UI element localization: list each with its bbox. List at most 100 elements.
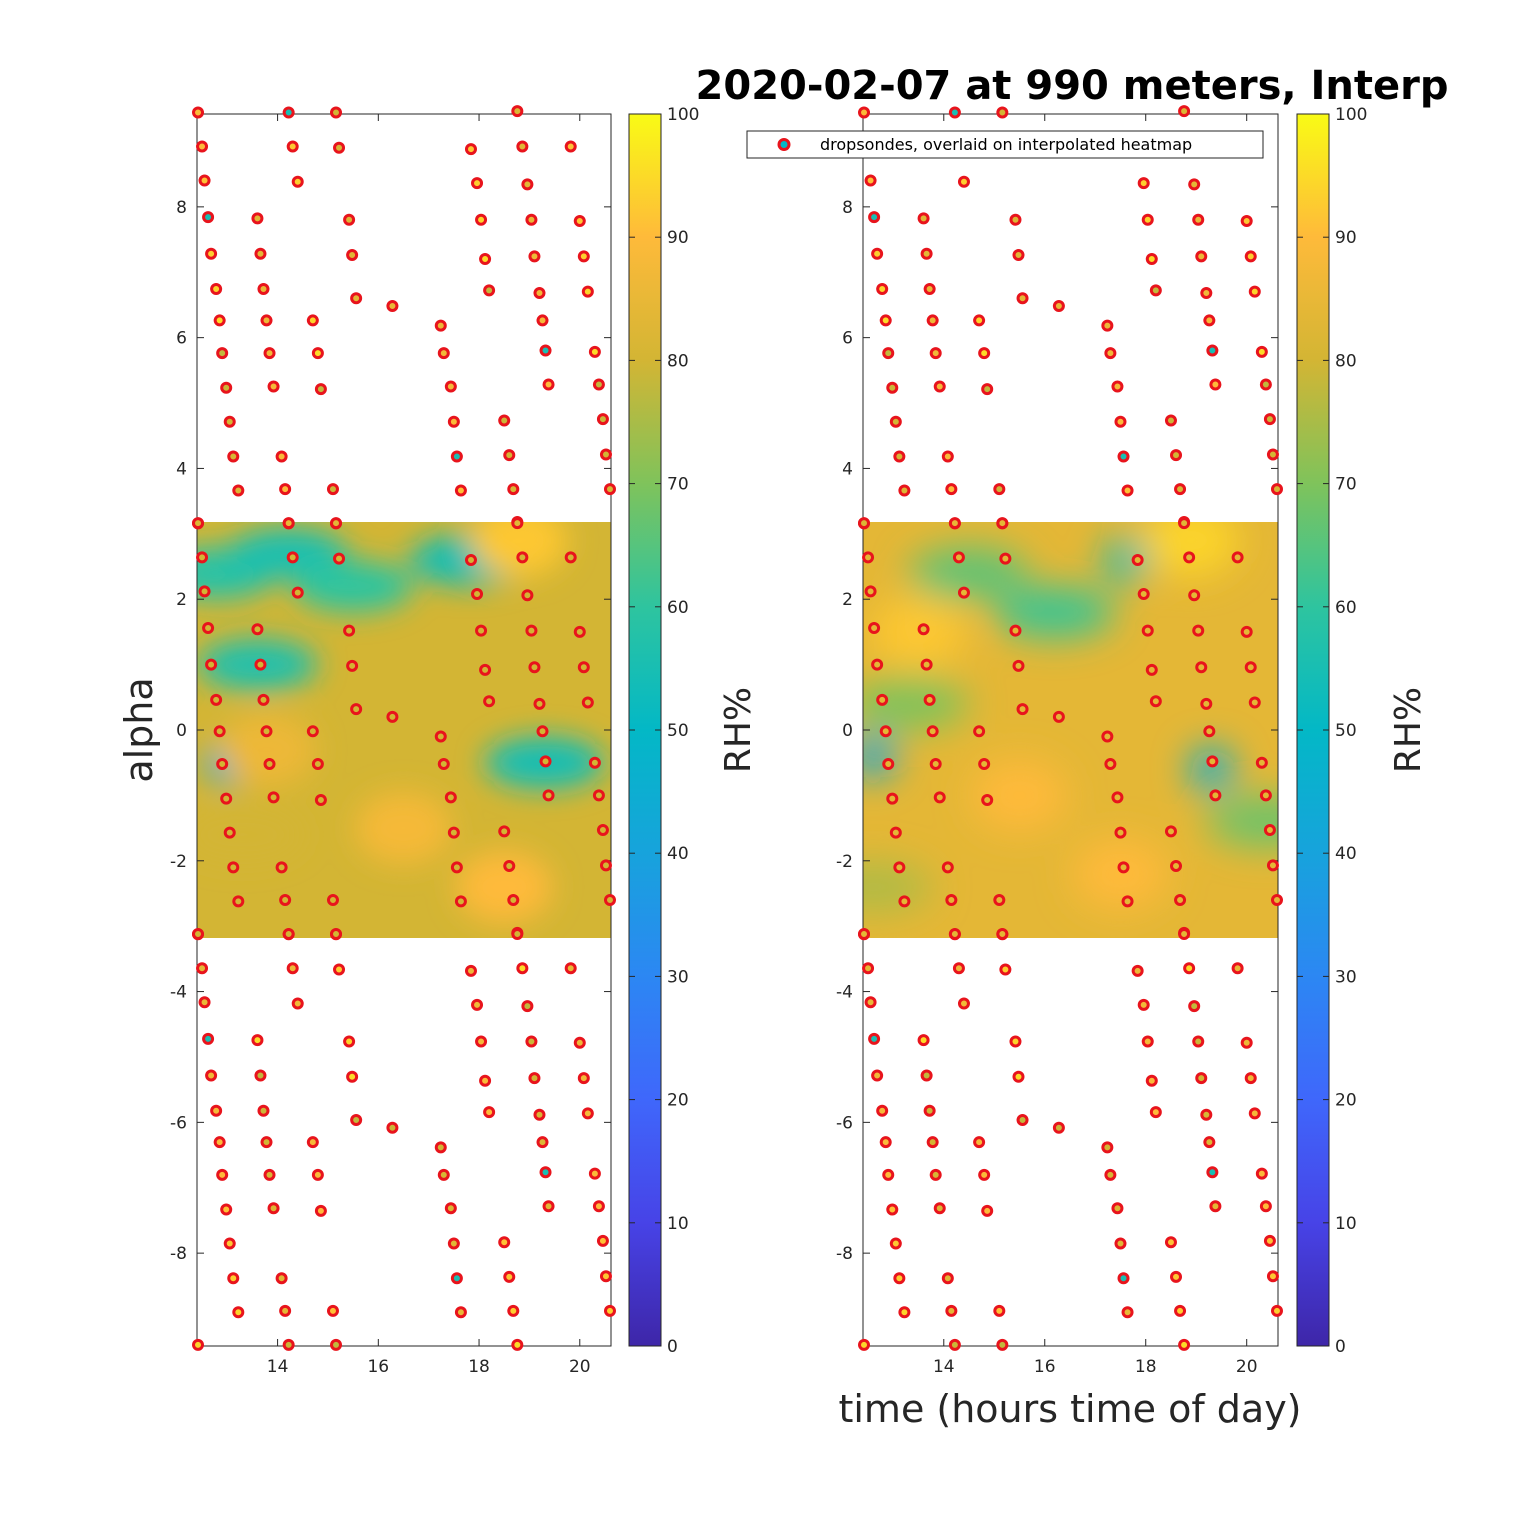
dropsonde-marker <box>521 1000 534 1013</box>
colorbar-tick-label: 50 <box>1335 721 1357 741</box>
colorbar-tick-label: 20 <box>667 1091 689 1111</box>
colorbar-tick-label: 80 <box>1335 351 1357 371</box>
dropsonde-marker <box>1111 380 1124 393</box>
dropsonde-marker <box>232 484 245 497</box>
dropsonde-marker <box>539 344 552 357</box>
dropsonde-marker <box>1121 1306 1134 1319</box>
dropsonde-marker <box>1206 1166 1219 1179</box>
dropsonde-marker <box>1111 791 1124 804</box>
dropsonde-marker <box>1259 1200 1272 1213</box>
dropsonde-marker <box>275 1272 288 1285</box>
dropsonde-marker <box>1164 825 1177 838</box>
dropsonde-marker <box>973 725 986 738</box>
dropsonde-marker <box>343 1035 356 1048</box>
dropsonde-marker <box>581 1107 594 1120</box>
dropsonde-marker <box>279 894 292 907</box>
dropsonde-marker <box>1178 105 1191 118</box>
dropsonde-marker <box>386 300 399 313</box>
dropsonde-marker <box>282 517 295 530</box>
dropsonde-marker <box>286 551 299 564</box>
dropsonde-marker <box>920 658 933 671</box>
dropsonde-marker <box>434 1141 447 1154</box>
dropsonde-marker <box>333 552 346 565</box>
heatmap-feature <box>219 713 316 786</box>
dropsonde-marker <box>868 621 881 634</box>
dropsonde-marker <box>864 585 877 598</box>
dropsonde-marker <box>330 106 343 119</box>
dropsonde-marker <box>447 1237 460 1250</box>
dropsonde-marker <box>945 1304 958 1317</box>
dropsonde-marker <box>326 894 339 907</box>
dropsonde-marker <box>923 693 936 706</box>
dropsonde-marker <box>198 996 211 1009</box>
dropsonde-marker <box>1012 249 1025 262</box>
legend-box <box>746 130 1264 159</box>
dropsonde-marker <box>210 693 223 706</box>
dropsonde-marker <box>536 314 549 327</box>
left-heatmap <box>197 522 611 938</box>
dropsonde-marker <box>1192 624 1205 637</box>
dropsonde-marker <box>533 286 546 299</box>
dropsonde-marker <box>996 517 1009 530</box>
dropsonde-marker <box>1174 483 1187 496</box>
dropsonde-marker <box>577 661 590 674</box>
dropsonde-marker <box>227 450 240 463</box>
dropsonde-marker <box>592 378 605 391</box>
dropsonde-marker <box>1016 292 1029 305</box>
dropsonde-marker <box>232 1306 245 1319</box>
y-tick-label: -2 <box>170 852 187 872</box>
dropsonde-marker <box>263 347 276 360</box>
dropsonde-marker <box>957 175 970 188</box>
dropsonde-marker <box>1009 624 1022 637</box>
y-tick-label: -2 <box>836 852 853 872</box>
x-tick-label: 18 <box>1135 1357 1157 1377</box>
dropsonde-marker <box>886 792 899 805</box>
dropsonde-marker <box>263 1168 276 1181</box>
colorbar-tick-label: 70 <box>667 475 689 495</box>
dropsonde-marker <box>507 894 520 907</box>
dropsonde-marker <box>205 658 218 671</box>
colorbar-tick-label: 100 <box>667 105 699 125</box>
dropsonde-marker <box>213 1136 226 1149</box>
dropsonde-marker <box>1203 725 1216 738</box>
dropsonde-marker <box>1266 448 1279 461</box>
left-panel: -8 -6 -4 -2 0 2 4 6 8 14 16 18 20 alpha 0 10 20 30 40 50 6… <box>117 105 759 1377</box>
dropsonde-marker <box>1263 413 1276 426</box>
dropsonde-marker <box>1141 624 1154 637</box>
dropsonde-marker <box>1052 300 1065 313</box>
dropsonde-marker <box>223 1237 236 1250</box>
dropsonde-marker <box>1209 789 1222 802</box>
x-tick-label: 20 <box>1236 1357 1258 1377</box>
dropsonde-marker <box>306 314 319 327</box>
dropsonde-marker <box>1188 178 1201 191</box>
dropsonde-marker <box>314 383 327 396</box>
dropsonde-marker <box>1149 284 1162 297</box>
dropsonde-marker <box>1231 551 1244 564</box>
dropsonde-marker <box>216 1168 229 1181</box>
colorbar-tick-label: 40 <box>667 844 689 864</box>
dropsonde-marker <box>282 1338 295 1351</box>
dropsonde-marker <box>1192 1035 1205 1048</box>
colorbar-tick-label: 60 <box>667 598 689 618</box>
dropsonde-marker <box>479 252 492 265</box>
colorbar-tick-label: 70 <box>1335 475 1357 495</box>
dropsonde-marker <box>205 247 218 260</box>
dropsonde-marker <box>573 1036 586 1049</box>
dropsonde-marker <box>978 1168 991 1181</box>
dropsonde-marker <box>1240 1036 1253 1049</box>
dropsonde-marker <box>871 247 884 260</box>
y-tick-label: 4 <box>176 459 187 479</box>
dropsonde-marker <box>1101 730 1114 743</box>
dropsonde-marker <box>257 1104 270 1117</box>
dropsonde-marker <box>929 347 942 360</box>
dropsonde-marker <box>260 725 273 738</box>
dropsonde-marker <box>917 1034 930 1047</box>
dropsonde-marker <box>1114 1237 1127 1250</box>
dropsonde-marker <box>314 1204 327 1217</box>
dropsonde-marker <box>192 1338 205 1351</box>
left-colorbar-label: RH% <box>718 687 759 773</box>
dropsonde-marker <box>311 1168 324 1181</box>
dropsonde-marker <box>1016 1113 1029 1126</box>
dropsonde-marker <box>893 450 906 463</box>
dropsonde-marker <box>564 962 577 975</box>
